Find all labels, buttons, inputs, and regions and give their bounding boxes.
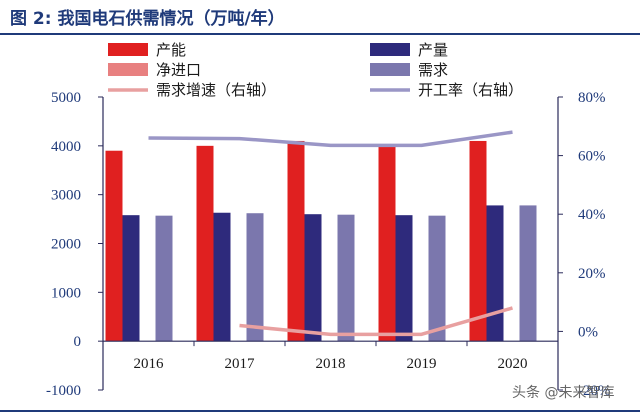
legend-label-5: 开工率（右轴） (418, 81, 523, 99)
line-series-1 (148, 130, 513, 148)
title-rule (0, 33, 640, 35)
bar-0-2020 (469, 140, 487, 342)
y-right-tick-label: 20% (578, 266, 606, 282)
bars (105, 140, 537, 342)
y-right-tick-label: 0% (578, 324, 598, 340)
bar-1-2016 (122, 215, 140, 342)
bottom-rule (0, 410, 640, 412)
legend-swatch-3 (370, 63, 410, 76)
y-left-tick-label: 4000 (51, 139, 81, 155)
legend-label-2: 净进口 (156, 61, 201, 79)
legend-swatch-0 (108, 43, 148, 56)
bar-0-2017 (196, 145, 214, 342)
x-tick-label: 2017 (225, 356, 256, 372)
legend-label-4: 需求增速（右轴） (156, 81, 276, 99)
bar-0-2019 (378, 145, 396, 342)
y-left-tick-label: -1000 (46, 383, 81, 399)
y-left-tick-label: 2000 (51, 237, 81, 253)
x-tick-label: 2018 (316, 356, 346, 372)
bar-3-2018 (337, 214, 355, 342)
bar-1-2019 (395, 215, 413, 342)
lines (148, 130, 513, 337)
y-left-tick-label: 0 (74, 334, 82, 350)
y-left-tick-label: 5000 (51, 90, 81, 106)
y-right-tick-label: 80% (578, 90, 606, 106)
x-tick-label: 2019 (407, 356, 437, 372)
y-right-tick-label: 40% (578, 207, 606, 223)
legend-swatch-2 (108, 63, 148, 76)
bar-1-2020 (486, 205, 504, 342)
bar-0-2016 (105, 150, 123, 342)
line-series-0 (239, 306, 513, 337)
figure-title: 图 2: 我国电石供需情况（万吨/年） (10, 9, 285, 29)
x-tick-label: 2016 (134, 356, 165, 372)
y-right-tick-label: -20% (578, 383, 611, 399)
bar-0-2018 (287, 140, 305, 342)
axes: 5000 4000 3000 2000 1000 0 -1000 80% 60% 40% 20% 0%… (46, 90, 611, 399)
y-right-tick-label: 60% (578, 149, 606, 165)
legend-swatch-1 (370, 43, 410, 56)
y-left-tick-label: 1000 (51, 285, 81, 301)
bar-1-2017 (213, 212, 231, 342)
bar-3-2017 (246, 213, 264, 342)
bar-3-2019 (428, 215, 446, 342)
legend-label-1: 产量 (418, 41, 448, 59)
x-tick-label: 2020 (498, 356, 528, 372)
legend-label-3: 需求 (418, 61, 448, 79)
bar-3-2016 (155, 215, 173, 342)
y-left-tick-label: 3000 (51, 188, 81, 204)
legend-label-0: 产能 (156, 41, 186, 59)
bar-3-2020 (519, 205, 537, 342)
bar-1-2018 (304, 214, 322, 342)
watermark: 头条 @未来智库 (512, 385, 615, 401)
